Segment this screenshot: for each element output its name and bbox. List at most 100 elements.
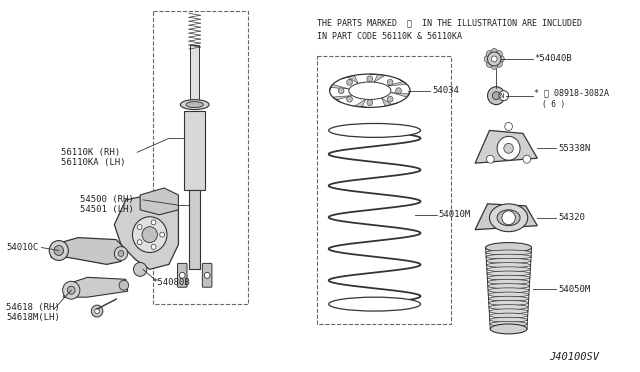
- Text: 54500 (RH): 54500 (RH): [80, 195, 134, 204]
- Ellipse shape: [490, 204, 528, 232]
- Ellipse shape: [486, 267, 531, 272]
- Text: 55338N: 55338N: [558, 144, 591, 153]
- Circle shape: [49, 241, 68, 260]
- Circle shape: [387, 96, 393, 102]
- Ellipse shape: [488, 292, 529, 297]
- Circle shape: [486, 51, 493, 58]
- Circle shape: [339, 88, 344, 94]
- Polygon shape: [115, 195, 179, 269]
- Polygon shape: [333, 96, 353, 103]
- Text: 54320: 54320: [558, 213, 585, 222]
- Bar: [184, 110, 205, 190]
- Circle shape: [499, 91, 509, 101]
- Circle shape: [495, 51, 502, 58]
- Ellipse shape: [186, 102, 204, 108]
- Circle shape: [67, 286, 75, 294]
- Circle shape: [505, 122, 513, 131]
- Circle shape: [95, 309, 99, 314]
- FancyBboxPatch shape: [202, 263, 212, 287]
- Circle shape: [502, 211, 515, 225]
- Ellipse shape: [489, 301, 529, 305]
- Text: *54040B: *54040B: [534, 54, 572, 64]
- Ellipse shape: [329, 124, 420, 137]
- Circle shape: [119, 280, 129, 290]
- Polygon shape: [51, 238, 126, 264]
- Ellipse shape: [180, 100, 209, 110]
- Text: 54618 (RH): 54618 (RH): [6, 302, 60, 312]
- Circle shape: [488, 87, 505, 105]
- Text: J40100SV: J40100SV: [550, 352, 600, 362]
- Circle shape: [115, 247, 128, 260]
- Ellipse shape: [497, 210, 520, 226]
- Ellipse shape: [486, 263, 531, 267]
- Text: 54010M: 54010M: [439, 210, 471, 219]
- Ellipse shape: [487, 271, 531, 276]
- Polygon shape: [381, 98, 398, 106]
- Text: THE PARTS MARKED  ※  IN THE ILLUSTRATION ARE INCLUDED: THE PARTS MARKED ※ IN THE ILLUSTRATION A…: [317, 19, 582, 28]
- Text: 56110K (RH): 56110K (RH): [61, 148, 120, 157]
- Circle shape: [347, 79, 353, 85]
- Circle shape: [347, 96, 353, 102]
- Ellipse shape: [486, 250, 532, 255]
- Polygon shape: [390, 91, 410, 97]
- Circle shape: [132, 217, 167, 253]
- Polygon shape: [140, 188, 179, 215]
- Circle shape: [137, 225, 142, 230]
- Ellipse shape: [489, 309, 528, 314]
- Ellipse shape: [486, 243, 532, 253]
- Circle shape: [492, 56, 497, 62]
- Circle shape: [134, 262, 147, 276]
- Circle shape: [396, 88, 401, 94]
- Circle shape: [523, 155, 531, 163]
- Circle shape: [54, 246, 63, 256]
- Polygon shape: [370, 74, 385, 82]
- Circle shape: [63, 281, 80, 299]
- Polygon shape: [355, 99, 370, 108]
- Circle shape: [504, 143, 513, 153]
- Circle shape: [367, 100, 372, 106]
- Circle shape: [118, 250, 124, 256]
- Text: 54050M: 54050M: [558, 285, 591, 294]
- Circle shape: [492, 92, 500, 100]
- Ellipse shape: [486, 259, 531, 263]
- Polygon shape: [475, 204, 538, 230]
- Circle shape: [204, 272, 210, 278]
- Circle shape: [160, 232, 164, 237]
- Circle shape: [495, 60, 502, 67]
- Text: ( 6 ): ( 6 ): [542, 100, 565, 109]
- Circle shape: [497, 137, 520, 160]
- Ellipse shape: [487, 275, 530, 280]
- Text: N: N: [500, 93, 504, 99]
- Bar: [190, 45, 200, 105]
- Bar: [317, 56, 451, 324]
- Circle shape: [491, 48, 497, 55]
- Circle shape: [151, 220, 156, 225]
- Text: IN PART CODE 56110K & 56110KA: IN PART CODE 56110K & 56110KA: [317, 32, 462, 41]
- Text: 54618M(LH): 54618M(LH): [6, 312, 60, 321]
- Ellipse shape: [488, 279, 530, 285]
- Ellipse shape: [489, 305, 528, 310]
- Bar: [189, 190, 200, 269]
- Text: *54080B: *54080B: [152, 278, 190, 287]
- Ellipse shape: [488, 283, 529, 289]
- Ellipse shape: [490, 317, 527, 322]
- Circle shape: [387, 79, 393, 85]
- Ellipse shape: [490, 321, 527, 327]
- Polygon shape: [341, 75, 358, 83]
- Circle shape: [137, 240, 142, 245]
- Text: 56110KA (LH): 56110KA (LH): [61, 158, 125, 167]
- Circle shape: [92, 305, 103, 317]
- Circle shape: [486, 60, 493, 67]
- Ellipse shape: [490, 324, 527, 334]
- Circle shape: [491, 62, 497, 69]
- Circle shape: [179, 272, 185, 278]
- Polygon shape: [330, 84, 349, 91]
- Circle shape: [497, 55, 504, 62]
- Text: 54010C: 54010C: [6, 243, 38, 252]
- Text: * Ⓝ 08918-3082A: * Ⓝ 08918-3082A: [534, 88, 609, 97]
- Polygon shape: [475, 131, 538, 163]
- Bar: [152, 11, 248, 304]
- Text: 54501 (LH): 54501 (LH): [80, 205, 134, 214]
- Circle shape: [367, 76, 372, 82]
- Ellipse shape: [486, 254, 531, 259]
